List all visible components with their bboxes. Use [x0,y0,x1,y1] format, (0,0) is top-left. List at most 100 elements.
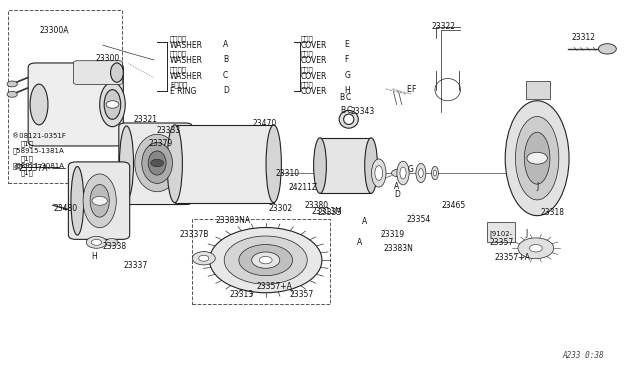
FancyBboxPatch shape [119,123,192,205]
Text: A233 0:38: A233 0:38 [563,351,604,360]
Ellipse shape [30,84,48,125]
Ellipse shape [505,101,569,216]
Text: 23322: 23322 [432,22,456,31]
Text: A: A [362,217,367,226]
Circle shape [68,208,81,215]
Ellipse shape [314,138,326,193]
Circle shape [259,256,272,264]
Text: E: E [406,85,411,94]
Text: COVER: COVER [301,41,327,50]
Ellipse shape [167,125,182,203]
Text: COVER: COVER [301,56,327,65]
Text: E RING: E RING [170,87,196,96]
Text: G: G [344,71,350,80]
Text: WASHER: WASHER [170,41,203,50]
Ellipse shape [339,110,358,128]
Circle shape [224,236,307,284]
Bar [192,219,330,304]
Circle shape [15,164,22,169]
Bar [175,125,274,203]
Circle shape [92,196,108,205]
Text: 23300: 23300 [95,54,120,62]
Text: 23337: 23337 [124,261,148,270]
Ellipse shape [431,166,438,180]
Circle shape [209,228,322,293]
Text: 23333: 23333 [317,208,342,217]
Text: 23313: 23313 [229,290,253,299]
Ellipse shape [419,169,423,177]
Text: ⓘ08911-3081A: ⓘ08911-3081A [12,162,64,169]
Ellipse shape [111,63,124,82]
Text: 23357+A: 23357+A [495,253,531,262]
Text: 23302: 23302 [269,204,293,213]
Text: C: C [346,106,351,115]
Text: （1）: （1） [21,140,34,147]
Text: 23357: 23357 [289,290,314,299]
Text: B: B [340,106,345,115]
Text: 23480: 23480 [53,204,77,213]
Text: ワッシャ: ワッシャ [170,51,187,57]
Ellipse shape [416,163,426,183]
Ellipse shape [135,134,179,192]
Circle shape [92,239,102,245]
Text: 24211Z: 24211Z [288,183,317,192]
Circle shape [392,169,404,177]
Text: 23310: 23310 [275,169,300,177]
Text: F: F [344,55,349,64]
Text: 23383NA: 23383NA [215,216,250,225]
Text: ®08121-0351F: ®08121-0351F [12,133,66,139]
Circle shape [151,159,164,167]
Circle shape [198,255,209,261]
Circle shape [192,251,215,265]
Ellipse shape [142,142,173,183]
Text: E: E [344,40,349,49]
Text: ワッシャ: ワッシャ [170,66,187,73]
Text: 23333: 23333 [157,126,180,135]
Text: ⓘ58915-1381A: ⓘ58915-1381A [12,147,64,154]
Text: （1）: （1） [21,155,34,161]
Text: D: D [223,86,229,95]
Ellipse shape [104,90,121,119]
Text: COVER: COVER [301,87,327,96]
Circle shape [598,44,616,54]
Text: 23319: 23319 [380,230,404,240]
Ellipse shape [515,116,559,200]
Text: J: J [525,229,528,238]
Text: [9102-: [9102- [489,230,513,237]
Text: 23383N: 23383N [384,244,413,253]
Text: 23357+A: 23357+A [256,282,292,291]
Ellipse shape [524,132,550,184]
Ellipse shape [433,170,436,176]
Text: D: D [394,190,400,199]
Text: A: A [223,40,228,49]
Circle shape [518,238,554,259]
Text: F: F [412,85,416,94]
FancyBboxPatch shape [74,61,123,84]
Bar [320,138,371,193]
Circle shape [7,81,17,87]
Text: 23338: 23338 [103,241,127,250]
Ellipse shape [71,167,84,235]
Circle shape [7,92,17,97]
Circle shape [252,252,280,268]
Text: Eリング: Eリング [170,81,187,88]
Text: H: H [344,86,350,95]
Ellipse shape [100,82,125,127]
Bar [525,81,550,99]
Text: 23337B: 23337B [179,230,209,240]
Text: WASHER: WASHER [170,56,203,65]
Text: H: H [92,252,97,261]
Text: J: J [536,182,539,191]
Text: 23312: 23312 [572,33,596,42]
Text: COVER: COVER [301,72,327,81]
Ellipse shape [120,126,134,200]
Text: B: B [339,93,344,102]
FancyBboxPatch shape [68,162,130,239]
Text: G: G [408,165,413,174]
Ellipse shape [375,166,383,180]
Circle shape [106,238,118,246]
Text: 23318: 23318 [540,208,564,217]
Text: カバー: カバー [301,66,314,73]
Text: カバー: カバー [301,81,314,88]
Circle shape [86,236,107,248]
